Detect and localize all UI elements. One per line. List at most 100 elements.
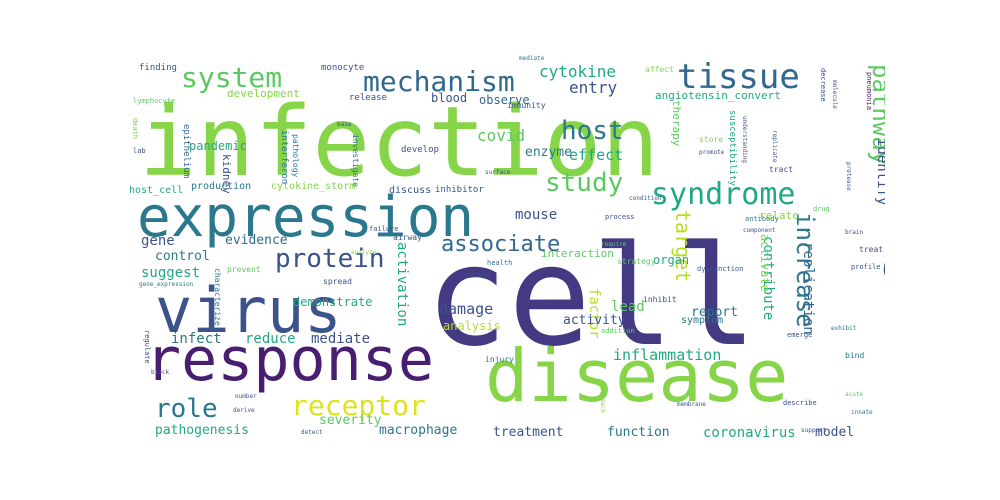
word-coronavirus: coronavirus (703, 425, 796, 441)
word-symptom: symptom (681, 315, 724, 326)
word-role: role (155, 394, 218, 424)
word-block: block (151, 369, 170, 376)
word-airway: airway (393, 233, 422, 242)
word-organ: organ (653, 253, 690, 267)
word-epithelium: epithelium (181, 124, 191, 179)
word-gene-expression: gene_expression (139, 281, 194, 288)
word-require: require (601, 241, 627, 248)
word-describe: describe (783, 399, 817, 407)
word-activate: activate (758, 234, 772, 292)
word-damage: damage (439, 300, 494, 318)
word-lead: lead (611, 299, 645, 315)
word-tissue: tissue (677, 57, 800, 97)
word-immunity: immunity (507, 101, 546, 110)
word-surface: surface (485, 169, 511, 176)
word-exhibit: exhibit (831, 325, 857, 332)
word-prevent: prevent (227, 265, 261, 274)
word-mediate: mediate (519, 55, 545, 62)
word-discuss: discuss (389, 185, 432, 196)
word-approach: approach (599, 384, 606, 413)
word-enzyme: enzyme (525, 145, 572, 160)
word-protease: protease (845, 162, 852, 191)
word-decrease: decrease (819, 68, 827, 102)
word-finding: finding (139, 63, 177, 73)
word-pathogenesis: pathogenesis (155, 423, 249, 438)
word-protein: protein (275, 244, 385, 274)
word-spread: spread (323, 277, 352, 286)
word-bind: bind (845, 351, 865, 360)
word-brain: brain (845, 229, 864, 236)
word-reduce: reduce (245, 331, 296, 347)
word-mediate: mediate (311, 331, 371, 347)
word-blood: blood (431, 91, 468, 105)
word-host-cell: host_cell (129, 185, 184, 196)
word-treatment: treatment (493, 425, 564, 440)
word-model: model (815, 425, 855, 440)
word-emerge: emerge (787, 331, 813, 339)
word-entry: entry (569, 78, 618, 97)
word-regulate: regulate (143, 330, 151, 364)
word-inflammation: inflammation (613, 346, 722, 364)
word-pandemic: pandemic (189, 139, 247, 153)
word-expression: expression (137, 185, 475, 250)
word-infect: infect (171, 331, 222, 347)
word-disease: disease (485, 334, 789, 418)
word-develop: develop (401, 145, 439, 155)
word-activation: activation (394, 242, 410, 327)
word-angiotensin-convert: angiotensin_convert (655, 89, 781, 102)
word-cytokine: cytokine (539, 62, 617, 81)
word-production: production (191, 181, 252, 192)
word-susceptibility: susceptibility (727, 110, 737, 186)
word-severity: severity (319, 413, 382, 428)
word-death: death (131, 118, 139, 140)
word-replication: replication (800, 242, 816, 335)
word-release: release (349, 93, 387, 103)
word-addition: addition (601, 327, 635, 335)
word-innate: innate (851, 409, 873, 416)
word-mechanism: mechanism (363, 65, 515, 98)
word-gene: gene (141, 233, 175, 249)
word-cell: cell (425, 216, 758, 377)
word-injury: injury (485, 355, 514, 364)
word-health: health (487, 259, 513, 267)
word-study: study (545, 168, 624, 198)
word-effect: effect (569, 146, 624, 164)
word-strategy: strategy (617, 257, 656, 266)
word-relate: relate (759, 209, 799, 222)
word-activity: activity (563, 313, 626, 328)
word-macrophage: macrophage (379, 423, 458, 438)
word-profile: profile (851, 263, 881, 271)
word-support: support (801, 427, 827, 434)
word-membrane: membrane (677, 401, 706, 408)
word-therapy: therapy (670, 100, 683, 147)
word-interaction: interaction (541, 247, 614, 260)
word-process: process (605, 213, 635, 221)
word-detect: detect (301, 429, 323, 436)
word-treat: treat (859, 245, 884, 254)
word-base: base (337, 121, 352, 128)
word-associate: associate (441, 232, 561, 257)
word-function: function (607, 425, 670, 440)
word-mouse: mouse (515, 207, 558, 223)
word-lab: lab (133, 147, 146, 155)
word-receptor: receptor (291, 389, 426, 422)
word-store: store (699, 135, 724, 144)
word-development: development (227, 87, 300, 100)
word-monocyte: monocyte (321, 63, 365, 73)
word-review: review (465, 271, 491, 279)
word-infection: infection (139, 86, 660, 198)
word-investigate: investigate (351, 134, 360, 187)
word-drug: drug (813, 205, 830, 213)
word-evidence: evidence (225, 233, 288, 248)
word-cytokine-storm: cytokine_storm (271, 181, 356, 192)
word-syndrome: syndrome (651, 177, 796, 212)
word-suggest: suggest (141, 265, 201, 281)
word-number: number (235, 393, 257, 400)
word-interferon: interferon (279, 130, 289, 185)
word-inhibitor: inhibitor (435, 185, 484, 195)
word-target: target (671, 210, 695, 283)
word-condition: condition (629, 195, 662, 202)
word-replicate: replicate (771, 130, 778, 163)
word-antibody: antibody (745, 215, 779, 223)
word-covid: covid (477, 126, 526, 145)
